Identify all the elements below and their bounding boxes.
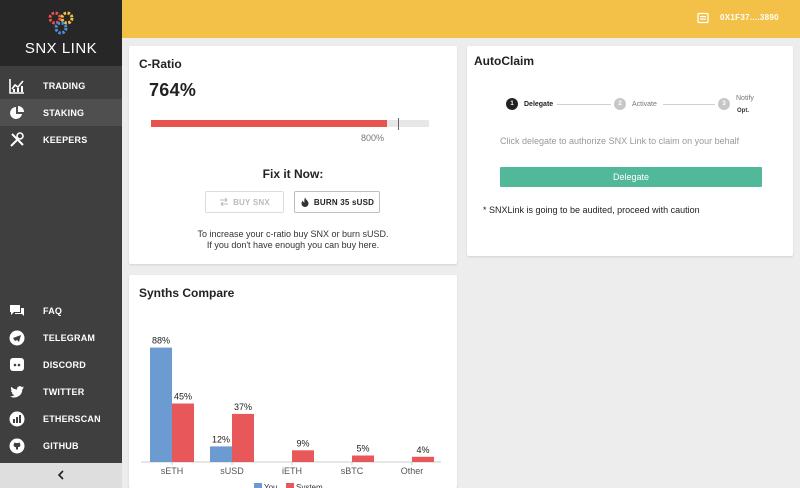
step-1-circle: 1 xyxy=(506,98,518,110)
sidebar-item-discord[interactable]: DISCORD xyxy=(0,351,122,378)
buy-snx-label: BUY SNX xyxy=(233,197,270,207)
step-3-circle: 3 xyxy=(718,98,730,110)
cratio-progress-fill xyxy=(151,120,387,127)
chart-icon xyxy=(9,79,24,94)
tools-icon xyxy=(10,132,24,147)
sidebar-item-label: KEEPERS xyxy=(43,135,88,145)
synths-card: Synths Compare 88% 45% sETH 12% 37% sUSD 9% iET… xyxy=(129,275,457,488)
bar-system-ieth xyxy=(292,450,314,462)
step-3-label: Notify xyxy=(736,95,754,102)
step-3-sublabel: Opt. xyxy=(737,108,749,114)
cratio-target-marker xyxy=(398,118,400,130)
sidebar-item-telegram[interactable]: TELEGRAM xyxy=(0,324,122,351)
sidebar-collapse-button[interactable] xyxy=(0,463,122,488)
swap-icon xyxy=(220,197,229,207)
sidebar-item-keepers[interactable]: KEEPERS xyxy=(0,126,122,153)
autoclaim-description: Click delegate to authorize SNX Link to … xyxy=(500,136,740,146)
bar-you-seth xyxy=(150,347,172,462)
sidebar-item-label: TELEGRAM xyxy=(43,333,96,343)
cratio-hint-1: To increase your c-ratio buy SNX or burn… xyxy=(197,229,389,239)
data-label: 4% xyxy=(416,445,429,455)
wallet-icon[interactable] xyxy=(697,12,709,24)
sidebar-item-label: TWITTER xyxy=(43,387,85,397)
step-connector xyxy=(557,104,611,105)
bar-system-seth xyxy=(172,403,194,462)
synths-bar-chart: 88% 45% sETH 12% 37% sUSD 9% iETH 5% sBTC 4% Other Y… xyxy=(141,336,441,488)
buy-snx-button[interactable]: BUY SNX xyxy=(205,191,284,213)
wallet-address[interactable]: 0X1F37....3890 xyxy=(720,13,779,22)
cratio-title: C-Ratio xyxy=(139,57,182,71)
data-label: 37% xyxy=(234,402,252,412)
sidebar-item-staking[interactable]: STAKING xyxy=(0,99,122,126)
bar-you-susd xyxy=(210,446,232,462)
x-tick-label: sBTC xyxy=(341,466,364,476)
step-2-label: Activate xyxy=(632,101,657,108)
delegate-button[interactable]: Delegate xyxy=(500,167,762,187)
pie-icon xyxy=(10,106,24,119)
autoclaim-title: AutoClaim xyxy=(474,54,534,68)
sidebar-item-label: TRADING xyxy=(43,81,86,91)
step-connector xyxy=(663,104,715,105)
x-tick-label: sUSD xyxy=(220,466,244,476)
flame-icon xyxy=(301,197,309,207)
twitter-icon xyxy=(10,386,24,398)
sidebar-item-label: DISCORD xyxy=(43,360,86,370)
autoclaim-card: AutoClaim 1 Delegate 2 Activate 3 Notify… xyxy=(467,46,793,256)
step-2-circle: 2 xyxy=(614,98,626,110)
cratio-hint-2: If you don't have enough you can buy her… xyxy=(206,240,380,250)
data-label: 12% xyxy=(212,434,230,444)
header xyxy=(122,0,800,38)
github-icon xyxy=(9,438,25,454)
app-name: SNX LINK xyxy=(24,40,98,57)
bar-system-susd xyxy=(232,413,254,462)
burn-susd-button[interactable]: BURN 35 sUSD xyxy=(294,191,380,213)
x-tick-label: sETH xyxy=(161,466,184,476)
logo[interactable]: SNX LINK xyxy=(0,0,122,66)
legend-swatch-you xyxy=(254,483,262,488)
discord-icon xyxy=(10,358,24,371)
etherscan-icon xyxy=(9,411,25,427)
legend-label: System xyxy=(296,483,323,488)
legend-swatch-system xyxy=(286,483,294,488)
telegram-icon xyxy=(9,330,25,346)
step-1-label: Delegate xyxy=(524,101,554,108)
sidebar-item-etherscan[interactable]: ETHERSCAN xyxy=(0,405,122,432)
fix-it-title: Fix it Now: xyxy=(262,167,324,181)
legend-label: You xyxy=(264,483,278,488)
data-label: 88% xyxy=(152,336,170,346)
data-label: 45% xyxy=(174,392,192,402)
bar-system-other xyxy=(412,456,434,462)
cratio-progress-bar xyxy=(151,120,429,127)
sidebar-item-label: FAQ xyxy=(43,306,63,316)
cratio-target-label: 800% xyxy=(361,133,385,143)
audit-note: * SNXLink is going to be audited, procee… xyxy=(483,205,700,215)
sidebar-item-trading[interactable]: TRADING xyxy=(0,72,122,99)
cratio-card: C-Ratio 764% 800% Fix it Now: BUY SNX BU… xyxy=(129,46,457,264)
data-label: 5% xyxy=(356,444,369,454)
sidebar-item-label: GITHUB xyxy=(43,441,79,451)
cratio-value: 764% xyxy=(149,80,197,100)
gears-logo-icon xyxy=(48,11,74,35)
burn-susd-label: BURN 35 sUSD xyxy=(313,197,375,207)
data-label: 9% xyxy=(296,438,309,448)
chat-icon xyxy=(10,305,24,316)
chevron-left-icon xyxy=(57,470,64,480)
sidebar-item-github[interactable]: GITHUB xyxy=(0,432,122,459)
sidebar-item-label: ETHERSCAN xyxy=(43,414,101,424)
x-tick-label: Other xyxy=(401,466,424,476)
sidebar-item-twitter[interactable]: TWITTER xyxy=(0,378,122,405)
sidebar-item-label: STAKING xyxy=(43,108,85,118)
synths-title: Synths Compare xyxy=(139,286,235,300)
sidebar: SNX LINK TRADING STAKING KEEPERS FAQ xyxy=(0,0,122,488)
sidebar-item-faq[interactable]: FAQ xyxy=(0,297,122,324)
x-tick-label: iETH xyxy=(282,466,302,476)
bar-system-sbtc xyxy=(352,455,374,462)
